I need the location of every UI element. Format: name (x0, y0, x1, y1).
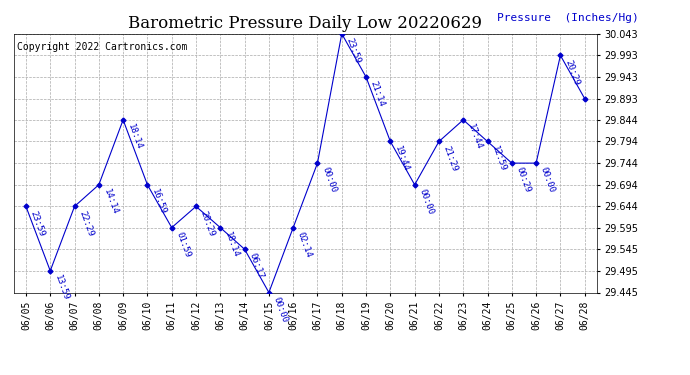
Text: 00:00: 00:00 (417, 188, 435, 216)
Text: 19:44: 19:44 (393, 144, 411, 172)
Text: 02:14: 02:14 (296, 230, 313, 259)
Text: Pressure  (Inches/Hg): Pressure (Inches/Hg) (497, 13, 638, 23)
Text: 00:29: 00:29 (515, 166, 532, 194)
Text: 20:29: 20:29 (199, 209, 217, 237)
Text: 01:59: 01:59 (175, 230, 192, 259)
Text: 22:29: 22:29 (77, 209, 95, 237)
Text: 12:59: 12:59 (491, 144, 508, 172)
Text: 14:14: 14:14 (101, 188, 119, 216)
Text: 23:59: 23:59 (29, 209, 46, 237)
Text: 00:00: 00:00 (272, 295, 289, 324)
Text: 17:44: 17:44 (466, 123, 484, 151)
Text: 21:14: 21:14 (369, 80, 386, 108)
Text: 00:00: 00:00 (320, 166, 338, 194)
Text: Copyright 2022 Cartronics.com: Copyright 2022 Cartronics.com (17, 42, 187, 51)
Title: Barometric Pressure Daily Low 20220629: Barometric Pressure Daily Low 20220629 (128, 15, 482, 32)
Text: 18:14: 18:14 (223, 230, 241, 259)
Text: 18:14: 18:14 (126, 123, 144, 151)
Text: 06:17: 06:17 (248, 252, 265, 280)
Text: 20:29: 20:29 (563, 58, 581, 87)
Text: 16:59: 16:59 (150, 188, 168, 216)
Text: 13:59: 13:59 (53, 274, 70, 302)
Text: 21:29: 21:29 (442, 144, 460, 172)
Text: 23:59: 23:59 (344, 36, 362, 65)
Text: 00:00: 00:00 (539, 166, 557, 194)
